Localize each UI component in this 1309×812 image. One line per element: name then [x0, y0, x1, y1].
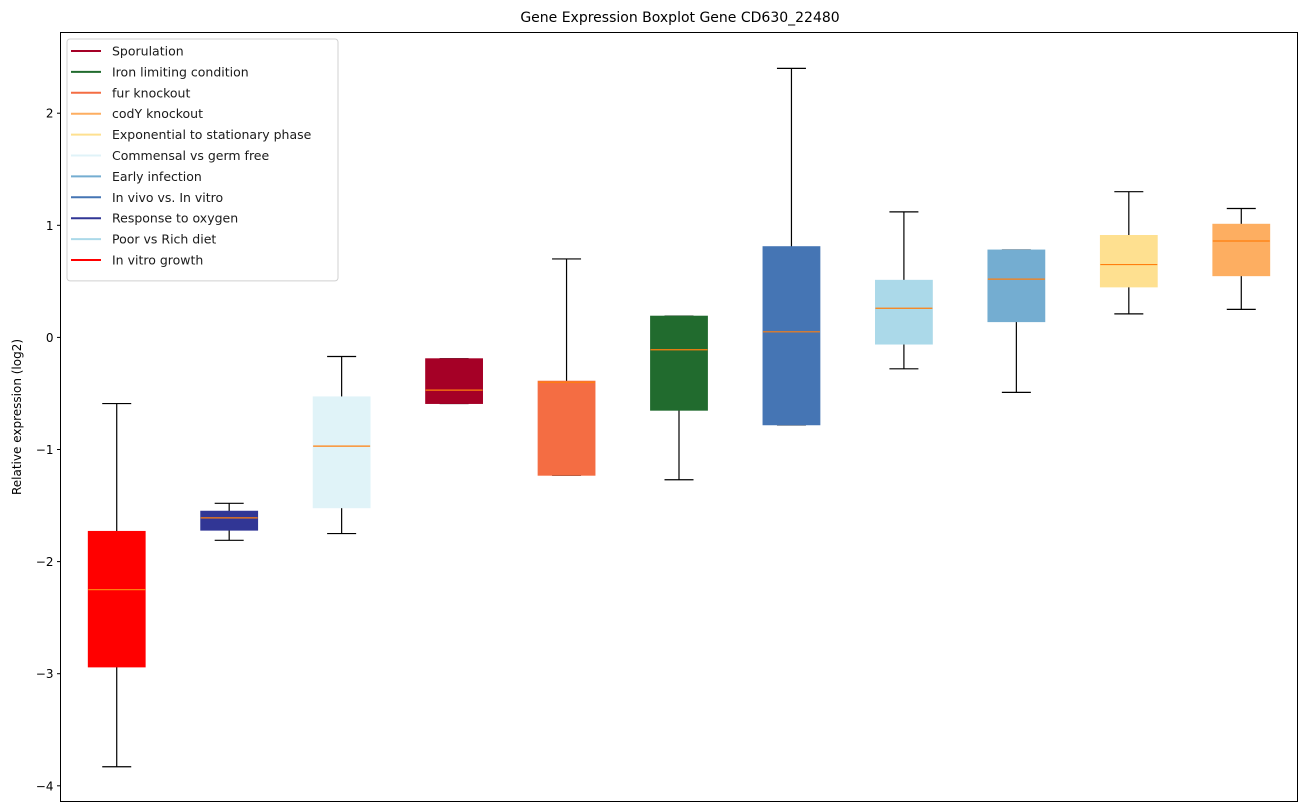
- legend-item: In vivo vs. In vitro: [71, 190, 223, 205]
- legend-item: Early infection: [71, 169, 202, 184]
- chart-title: Gene Expression Boxplot Gene CD630_22480: [520, 10, 839, 26]
- legend-item: Sporulation: [71, 44, 184, 59]
- box-9: [987, 249, 1046, 393]
- legend-frame: [66, 38, 339, 282]
- y-tick-label: −2: [36, 555, 54, 569]
- legend-label: fur knockout: [112, 85, 190, 100]
- box-body: [987, 249, 1046, 323]
- legend-label: Commensal vs germ free: [112, 148, 269, 163]
- legend-item: Poor vs Rich diet: [71, 232, 216, 247]
- box-body: [650, 315, 708, 411]
- box-body: [762, 246, 821, 426]
- legend-item: codY knockout: [71, 106, 203, 121]
- box-body: [425, 358, 483, 404]
- legend-item: Exponential to stationary phase: [71, 127, 312, 142]
- boxes-layer: [87, 67, 1271, 768]
- box-body: [1099, 234, 1158, 288]
- box-8: [875, 211, 933, 370]
- y-tick-label: −1: [36, 443, 54, 457]
- box-5: [537, 258, 596, 476]
- box-body: [312, 396, 371, 509]
- legend-label: codY knockout: [112, 106, 203, 121]
- box-1: [87, 402, 146, 768]
- box-11: [1212, 207, 1271, 310]
- legend-item: Iron limiting condition: [71, 64, 249, 79]
- box-3: [312, 355, 371, 535]
- box-7: [762, 67, 821, 426]
- legend-label: Response to oxygen: [112, 211, 238, 226]
- box-body: [200, 510, 259, 531]
- box-6: [650, 315, 708, 481]
- y-tick-label: −4: [36, 779, 54, 793]
- box-body: [537, 380, 596, 476]
- legend-label: In vivo vs. In vitro: [112, 190, 223, 205]
- box-body: [875, 279, 933, 345]
- box-4: [425, 358, 483, 405]
- legend-label: Iron limiting condition: [112, 64, 249, 79]
- legend-label: In vitro growth: [112, 253, 203, 268]
- box-body: [87, 530, 146, 668]
- box-body: [1212, 223, 1271, 277]
- box-2: [200, 502, 259, 541]
- box-10: [1099, 191, 1158, 315]
- legend-label: Early infection: [112, 169, 202, 184]
- legend-label: Sporulation: [112, 44, 184, 59]
- y-tick-label: 1: [46, 219, 54, 233]
- y-axis: −4 −3 −2 −1 0 1 2: [36, 107, 61, 793]
- legend-label: Exponential to stationary phase: [112, 127, 312, 142]
- legend-item: Response to oxygen: [71, 211, 238, 226]
- axes-frame: [60, 32, 1298, 802]
- y-tick-label: 0: [46, 331, 54, 345]
- legend: Sporulation Iron limiting condition fur kn…: [66, 38, 339, 282]
- y-axis-label: Relative expression (log2): [10, 339, 24, 495]
- y-tick-label: 2: [46, 107, 54, 121]
- legend-item: fur knockout: [71, 85, 190, 100]
- legend-item: In vitro growth: [71, 253, 203, 268]
- y-tick-label: −3: [36, 667, 54, 681]
- legend-label: Poor vs Rich diet: [112, 232, 216, 247]
- legend-item: Commensal vs germ free: [71, 148, 269, 163]
